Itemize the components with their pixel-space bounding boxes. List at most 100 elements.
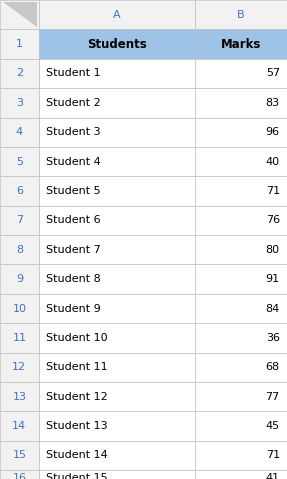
Text: Student 1: Student 1 bbox=[46, 68, 100, 79]
Text: 80: 80 bbox=[266, 245, 280, 255]
Bar bbox=[195, 323, 287, 353]
Text: 13: 13 bbox=[12, 392, 26, 402]
Polygon shape bbox=[3, 2, 37, 27]
Text: 84: 84 bbox=[265, 304, 280, 314]
Text: 14: 14 bbox=[12, 421, 26, 431]
Bar bbox=[0, 264, 39, 294]
Text: 71: 71 bbox=[266, 186, 280, 196]
Text: 6: 6 bbox=[16, 186, 23, 196]
Bar bbox=[39, 323, 195, 353]
Bar bbox=[39, 117, 195, 147]
Bar bbox=[0, 117, 39, 147]
Text: 15: 15 bbox=[12, 450, 26, 460]
Text: Student 3: Student 3 bbox=[46, 127, 100, 137]
Bar bbox=[0, 176, 39, 205]
Text: Student 12: Student 12 bbox=[46, 392, 108, 402]
Bar bbox=[39, 176, 195, 205]
Text: Student 7: Student 7 bbox=[46, 245, 101, 255]
Bar bbox=[0, 205, 39, 235]
Bar bbox=[39, 88, 195, 117]
Text: Student 9: Student 9 bbox=[46, 304, 101, 314]
Text: 1: 1 bbox=[16, 39, 23, 49]
Text: 12: 12 bbox=[12, 362, 26, 372]
Text: 76: 76 bbox=[266, 216, 280, 226]
Text: 5: 5 bbox=[16, 157, 23, 167]
Bar bbox=[195, 470, 287, 479]
Text: 36: 36 bbox=[266, 333, 280, 343]
Text: A: A bbox=[113, 10, 121, 20]
Bar bbox=[195, 264, 287, 294]
Bar bbox=[195, 382, 287, 411]
Bar bbox=[0, 323, 39, 353]
Text: 10: 10 bbox=[12, 304, 26, 314]
Bar bbox=[0, 470, 39, 479]
Text: 71: 71 bbox=[266, 450, 280, 460]
Bar bbox=[39, 353, 195, 382]
Bar bbox=[195, 441, 287, 470]
Bar bbox=[0, 59, 39, 88]
Bar bbox=[195, 353, 287, 382]
Text: Marks: Marks bbox=[221, 37, 261, 51]
Text: Student 15: Student 15 bbox=[46, 473, 108, 479]
Text: 3: 3 bbox=[16, 98, 23, 108]
Bar bbox=[39, 382, 195, 411]
Text: Student 10: Student 10 bbox=[46, 333, 108, 343]
Text: 7: 7 bbox=[16, 216, 23, 226]
Bar bbox=[39, 59, 195, 88]
Bar bbox=[195, 147, 287, 176]
Text: Student 11: Student 11 bbox=[46, 362, 108, 372]
Bar bbox=[195, 411, 287, 441]
Text: 96: 96 bbox=[266, 127, 280, 137]
Text: 8: 8 bbox=[16, 245, 23, 255]
Bar bbox=[0, 441, 39, 470]
Bar bbox=[0, 88, 39, 117]
Bar bbox=[0, 29, 39, 59]
Text: 40: 40 bbox=[266, 157, 280, 167]
Bar bbox=[195, 0, 287, 29]
Text: Student 2: Student 2 bbox=[46, 98, 101, 108]
Bar bbox=[195, 117, 287, 147]
Text: Student 13: Student 13 bbox=[46, 421, 108, 431]
Bar bbox=[195, 88, 287, 117]
Text: 68: 68 bbox=[266, 362, 280, 372]
Bar bbox=[39, 264, 195, 294]
Bar bbox=[39, 294, 195, 323]
Text: Student 14: Student 14 bbox=[46, 450, 108, 460]
Text: 45: 45 bbox=[266, 421, 280, 431]
Text: 2: 2 bbox=[16, 68, 23, 79]
Text: Student 6: Student 6 bbox=[46, 216, 100, 226]
Text: 57: 57 bbox=[266, 68, 280, 79]
Text: 77: 77 bbox=[265, 392, 280, 402]
Bar bbox=[0, 235, 39, 264]
Bar bbox=[39, 147, 195, 176]
Bar bbox=[39, 470, 195, 479]
Text: Student 4: Student 4 bbox=[46, 157, 101, 167]
Text: Student 5: Student 5 bbox=[46, 186, 100, 196]
Bar bbox=[39, 441, 195, 470]
Bar bbox=[195, 176, 287, 205]
Bar bbox=[195, 59, 287, 88]
Bar bbox=[0, 353, 39, 382]
Bar bbox=[39, 411, 195, 441]
Bar bbox=[0, 0, 39, 29]
Bar bbox=[195, 205, 287, 235]
Bar bbox=[39, 29, 195, 59]
Bar bbox=[39, 0, 195, 29]
Text: 83: 83 bbox=[266, 98, 280, 108]
Bar bbox=[0, 382, 39, 411]
Text: 4: 4 bbox=[16, 127, 23, 137]
Bar bbox=[0, 411, 39, 441]
Text: 11: 11 bbox=[12, 333, 26, 343]
Bar bbox=[195, 29, 287, 59]
Bar bbox=[0, 147, 39, 176]
Bar bbox=[39, 235, 195, 264]
Text: B: B bbox=[237, 10, 245, 20]
Text: 9: 9 bbox=[16, 274, 23, 284]
Text: 41: 41 bbox=[266, 473, 280, 479]
Text: Student 8: Student 8 bbox=[46, 274, 101, 284]
Bar bbox=[39, 205, 195, 235]
Text: Students: Students bbox=[87, 37, 147, 51]
Bar bbox=[0, 294, 39, 323]
Text: 91: 91 bbox=[266, 274, 280, 284]
Bar bbox=[195, 294, 287, 323]
